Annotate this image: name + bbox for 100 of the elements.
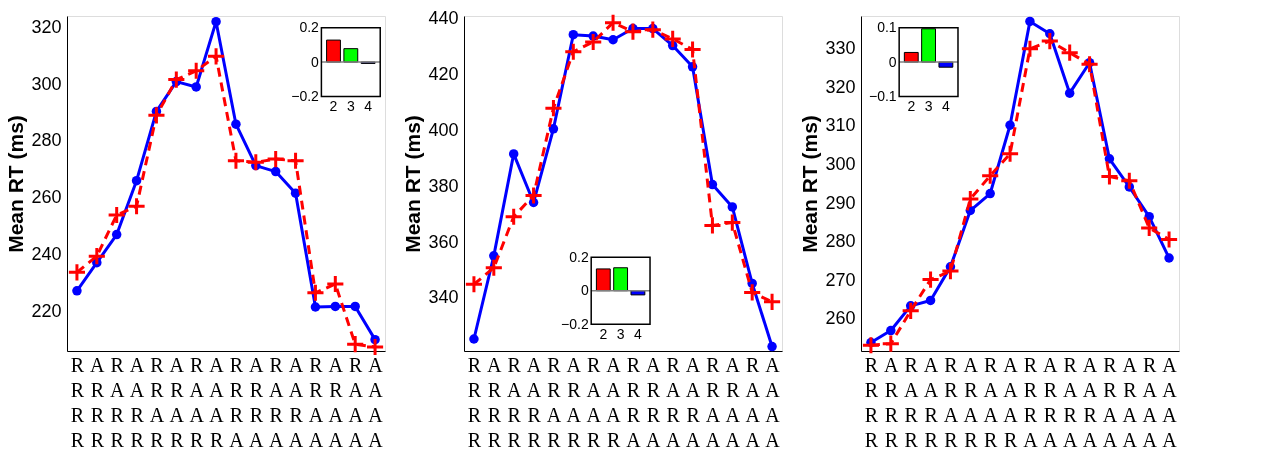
point: [1000, 144, 1020, 164]
x-tick-label: R R R R: [864, 353, 879, 451]
x-tick-label: R R A R: [943, 353, 959, 451]
point: [985, 188, 995, 199]
point: [1099, 166, 1119, 187]
x-tick-label: A R A A: [1122, 353, 1138, 451]
point: [191, 82, 201, 92]
point: [211, 16, 221, 27]
point: [270, 166, 281, 177]
x-tick-label: 2: [329, 97, 338, 114]
point: [290, 188, 301, 198]
point: [1080, 54, 1100, 74]
x-tick-label: R A R R: [506, 353, 522, 451]
x-tick-label: A R A A: [328, 353, 344, 451]
point: [881, 334, 901, 354]
point: [663, 29, 683, 49]
x-tick-label: R A R R: [109, 353, 125, 451]
y-tick-label: 220: [31, 300, 62, 321]
x-tick-label: A A A R: [1003, 353, 1019, 451]
point: [1005, 120, 1015, 130]
y-tick-label: 310: [825, 115, 856, 136]
x-tick-label: R R R A: [1023, 353, 1039, 451]
y-tick-label: 260: [825, 308, 856, 329]
x-tick-label: A R R A: [646, 353, 662, 451]
x-tick-label: R A R R: [903, 353, 919, 451]
point: [305, 283, 325, 303]
point: [1164, 253, 1174, 263]
y-tick-label: −0.1: [869, 87, 897, 104]
x-tick-label: A A R A: [685, 353, 701, 451]
x-tick-label: R R R R: [467, 353, 482, 451]
x-tick-label: 3: [924, 97, 933, 114]
y-tick-label: 0: [888, 53, 897, 70]
bar: [595, 268, 611, 292]
y-tick-label: 300: [31, 73, 62, 94]
point: [940, 261, 960, 281]
point: [1020, 39, 1040, 59]
point: [72, 286, 82, 296]
point: [683, 39, 703, 60]
y-tick-label: 360: [428, 231, 459, 252]
point: [722, 213, 742, 233]
x-tick-label: A R A A: [725, 353, 741, 451]
x-tick-label: A A A A: [1162, 353, 1178, 451]
x-tick-label: 3: [346, 97, 355, 114]
bar: [630, 290, 646, 296]
point: [1104, 154, 1115, 164]
bar: [613, 267, 629, 292]
point: [1064, 88, 1075, 98]
x-tick-label: R R R R: [70, 353, 85, 451]
x-tick-label: 4: [634, 325, 643, 342]
y-tick-label: 0: [580, 282, 589, 299]
x-tick-label: 3: [616, 325, 625, 342]
x-tick-label: R A A A: [1142, 353, 1158, 451]
y-tick-label: 0.2: [569, 248, 589, 265]
y-tick-label: 260: [31, 187, 62, 208]
point: [1119, 171, 1139, 191]
bar: [326, 39, 341, 63]
point: [762, 292, 782, 312]
point: [563, 42, 583, 62]
y-tick-label: 330: [825, 38, 856, 59]
point: [266, 149, 286, 169]
point: [464, 274, 484, 294]
point: [186, 61, 206, 81]
bar: [343, 48, 359, 63]
x-tick-label: R R A R: [149, 353, 165, 451]
point: [643, 20, 663, 40]
point: [107, 205, 127, 225]
x-tick-label: A A A A: [368, 353, 384, 451]
x-tick-label: R A R A: [268, 353, 284, 451]
y-tick-label: 340: [428, 287, 459, 308]
point: [226, 151, 246, 171]
x-tick-label: R A A A: [348, 353, 364, 451]
point: [310, 302, 321, 312]
point: [1040, 31, 1060, 51]
y-tick-label: 420: [428, 64, 459, 85]
point: [623, 22, 643, 42]
point: [568, 29, 579, 40]
point: [146, 105, 166, 125]
point: [508, 149, 519, 159]
y-tick-label: 270: [825, 269, 856, 290]
point: [886, 325, 896, 336]
x-tick-label: A R A R: [963, 353, 979, 451]
point: [742, 282, 762, 302]
x-tick-label: 4: [364, 97, 373, 114]
point: [345, 334, 365, 354]
x-tick-label: A A A R: [606, 353, 622, 451]
y-tick-label: −0.2: [561, 315, 589, 332]
point: [111, 229, 122, 240]
point: [286, 151, 306, 171]
point: [583, 32, 603, 52]
y-tick-label: 240: [31, 243, 62, 264]
point: [727, 202, 738, 212]
point: [767, 341, 777, 352]
x-tick-label: A R R R: [884, 353, 900, 451]
point: [330, 301, 341, 312]
x-tick-label: R A A A: [745, 353, 761, 451]
y-tick-label: 300: [825, 154, 856, 175]
x-tick-label: A R A R: [566, 353, 582, 451]
x-tick-label: R A A R: [983, 353, 999, 451]
x-tick-label: R R A A: [1102, 353, 1118, 451]
x-tick-label: A A R A: [288, 353, 304, 451]
